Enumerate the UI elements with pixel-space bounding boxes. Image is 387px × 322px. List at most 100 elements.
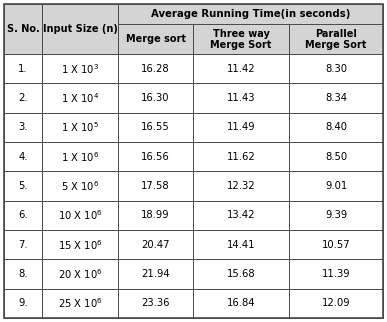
- Text: 10 X 10$^{6}$: 10 X 10$^{6}$: [58, 208, 103, 222]
- Bar: [289, 54, 383, 83]
- Bar: [289, 142, 383, 171]
- Text: 14.41: 14.41: [227, 240, 255, 250]
- Text: 20 X 10$^{6}$: 20 X 10$^{6}$: [58, 267, 103, 281]
- Bar: [289, 171, 383, 201]
- Text: 25 X 10$^{6}$: 25 X 10$^{6}$: [58, 297, 103, 310]
- Text: 9.01: 9.01: [325, 181, 347, 191]
- Text: 12.32: 12.32: [227, 181, 255, 191]
- Bar: [4, 289, 42, 318]
- Bar: [193, 259, 289, 289]
- Text: 23.36: 23.36: [141, 298, 170, 308]
- Bar: [118, 171, 193, 201]
- Bar: [118, 259, 193, 289]
- Text: 11.62: 11.62: [227, 152, 255, 162]
- Text: 7.: 7.: [18, 240, 28, 250]
- Text: 21.94: 21.94: [141, 269, 170, 279]
- Bar: [42, 171, 118, 201]
- Text: 11.49: 11.49: [227, 122, 255, 132]
- Text: 11.43: 11.43: [227, 93, 255, 103]
- Text: 1 X 10$^{5}$: 1 X 10$^{5}$: [61, 120, 99, 134]
- Bar: [118, 142, 193, 171]
- Bar: [118, 113, 193, 142]
- Text: 18.99: 18.99: [141, 210, 170, 220]
- Text: 2.: 2.: [18, 93, 28, 103]
- Bar: [193, 289, 289, 318]
- Text: S. No.: S. No.: [7, 24, 39, 34]
- Bar: [4, 201, 42, 230]
- Text: Merge sort: Merge sort: [125, 34, 185, 44]
- Bar: [118, 83, 193, 113]
- Bar: [42, 4, 118, 54]
- Text: 10.57: 10.57: [322, 240, 350, 250]
- Bar: [4, 259, 42, 289]
- Text: 8.: 8.: [18, 269, 28, 279]
- Bar: [42, 259, 118, 289]
- Text: 1.: 1.: [18, 64, 28, 74]
- Text: 16.30: 16.30: [141, 93, 170, 103]
- Text: 4.: 4.: [18, 152, 28, 162]
- Text: Three way: Three way: [212, 29, 269, 39]
- Bar: [42, 201, 118, 230]
- Bar: [289, 24, 383, 54]
- Text: 5.: 5.: [18, 181, 28, 191]
- Bar: [193, 24, 289, 54]
- Text: 16.28: 16.28: [141, 64, 170, 74]
- Bar: [193, 83, 289, 113]
- Bar: [4, 171, 42, 201]
- Text: 1 X 10$^{6}$: 1 X 10$^{6}$: [61, 150, 99, 164]
- Bar: [4, 54, 42, 83]
- Text: Input Size (n): Input Size (n): [43, 24, 117, 34]
- Bar: [118, 289, 193, 318]
- Text: 13.42: 13.42: [227, 210, 255, 220]
- Text: 11.42: 11.42: [227, 64, 255, 74]
- Text: 16.55: 16.55: [141, 122, 170, 132]
- Bar: [4, 230, 42, 259]
- Bar: [42, 142, 118, 171]
- Text: Average Running Time(in seconds): Average Running Time(in seconds): [151, 9, 350, 19]
- Text: 1 X 10$^{3}$: 1 X 10$^{3}$: [61, 62, 99, 76]
- Bar: [193, 171, 289, 201]
- Text: Merge Sort: Merge Sort: [305, 40, 367, 50]
- Text: 17.58: 17.58: [141, 181, 170, 191]
- Bar: [4, 4, 42, 54]
- Bar: [193, 201, 289, 230]
- Text: Parallel: Parallel: [315, 29, 357, 39]
- Bar: [289, 230, 383, 259]
- Bar: [289, 83, 383, 113]
- Bar: [193, 230, 289, 259]
- Bar: [4, 113, 42, 142]
- Bar: [118, 201, 193, 230]
- Text: 16.56: 16.56: [141, 152, 170, 162]
- Bar: [42, 54, 118, 83]
- Text: 11.39: 11.39: [322, 269, 350, 279]
- Bar: [42, 289, 118, 318]
- Text: Merge Sort: Merge Sort: [210, 40, 272, 50]
- Bar: [289, 259, 383, 289]
- Text: 15 X 10$^{6}$: 15 X 10$^{6}$: [58, 238, 103, 251]
- Bar: [193, 54, 289, 83]
- Bar: [118, 230, 193, 259]
- Text: 20.47: 20.47: [141, 240, 170, 250]
- Bar: [4, 142, 42, 171]
- Bar: [118, 54, 193, 83]
- Bar: [289, 113, 383, 142]
- Bar: [42, 230, 118, 259]
- Text: 8.34: 8.34: [325, 93, 347, 103]
- Bar: [42, 83, 118, 113]
- Bar: [118, 4, 383, 24]
- Text: 3.: 3.: [18, 122, 28, 132]
- Bar: [42, 113, 118, 142]
- Bar: [193, 142, 289, 171]
- Text: 8.40: 8.40: [325, 122, 347, 132]
- Bar: [289, 201, 383, 230]
- Text: 5 X 10$^{6}$: 5 X 10$^{6}$: [61, 179, 99, 193]
- Text: 8.50: 8.50: [325, 152, 347, 162]
- Bar: [118, 24, 193, 54]
- Text: 12.09: 12.09: [322, 298, 350, 308]
- Text: 8.30: 8.30: [325, 64, 347, 74]
- Text: 15.68: 15.68: [227, 269, 255, 279]
- Bar: [193, 113, 289, 142]
- Text: 16.84: 16.84: [227, 298, 255, 308]
- Text: 6.: 6.: [18, 210, 28, 220]
- Bar: [289, 289, 383, 318]
